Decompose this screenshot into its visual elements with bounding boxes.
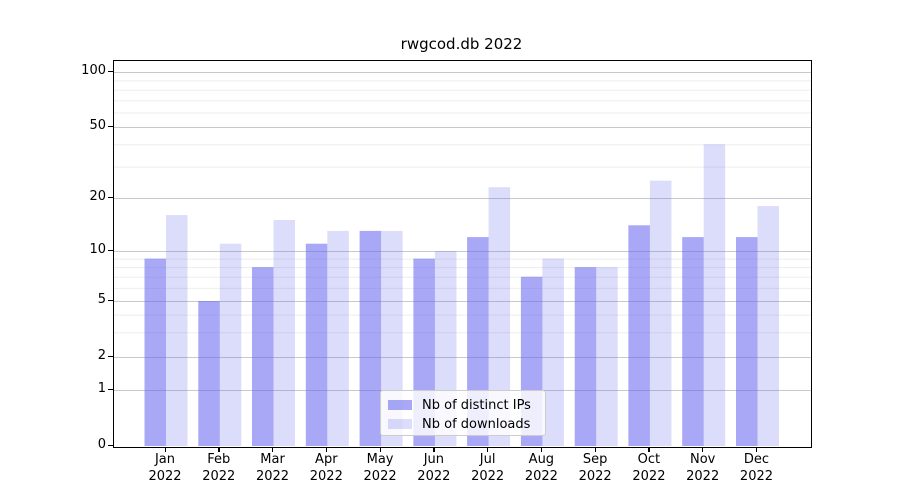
y-tick-label-20: 20 (89, 189, 106, 204)
y-tick-mark-20 (108, 196, 113, 198)
x-tick-mark-sep (594, 446, 596, 452)
x-tick-month: Feb (207, 452, 231, 467)
x-tick-year: 2022 (309, 469, 343, 484)
x-tick-year: 2022 (578, 469, 612, 484)
y-tick-label-0: 0 (97, 437, 106, 452)
x-tick-year: 2022 (417, 469, 451, 484)
y-tick-mark-50 (108, 125, 113, 127)
bar-distinct-ips-may (359, 230, 382, 446)
bar-downloads-dec (757, 206, 779, 446)
x-tick-mark-mar (272, 446, 274, 452)
bar-distinct-ips-nov (682, 237, 704, 446)
y-tick-label-1: 1 (97, 381, 106, 396)
x-tick-label-sep: Sep 2022 (563, 451, 627, 485)
x-tick-month: Nov (690, 452, 716, 467)
y-tick-mark-5 (108, 299, 113, 301)
bar-downloads-sep (596, 267, 618, 446)
bar-downloads-feb (219, 243, 242, 446)
y-tick-label-2: 2 (97, 348, 106, 363)
y-tick-label-5: 5 (97, 292, 106, 307)
bar-distinct-ips-apr (305, 243, 328, 446)
x-tick-label-jul: Jul 2022 (456, 451, 520, 485)
bar-downloads-mar (273, 220, 295, 446)
x-tick-label-nov: Nov 2022 (671, 451, 735, 485)
bar-distinct-ips-oct (628, 225, 650, 446)
x-tick-month: Jun (423, 452, 444, 467)
legend-box: Nb of distinct IPs Nb of downloads (380, 390, 546, 436)
bar-distinct-ips-feb (198, 301, 220, 446)
x-tick-year: 2022 (255, 469, 290, 484)
x-tick-year: 2022 (686, 469, 720, 484)
x-tick-month: Jul (479, 452, 496, 467)
bar-distinct-ips-sep (574, 267, 597, 446)
x-tick-year: 2022 (202, 469, 236, 484)
x-tick-month: Apr (315, 452, 338, 467)
legend-item-distinct-ips: Nb of distinct IPs (388, 396, 545, 414)
y-tick-mark-2 (108, 355, 113, 357)
y-tick-mark-1 (108, 388, 113, 390)
legend-swatch-distinct-ips (388, 400, 412, 410)
x-tick-mark-apr (325, 446, 328, 452)
x-tick-month: Oct (637, 452, 661, 467)
x-tick-mark-oct (648, 446, 650, 452)
x-tick-mark-nov (702, 446, 704, 452)
x-tick-month: Aug (528, 452, 555, 467)
x-tick-label-feb: Feb 2022 (187, 451, 251, 485)
x-tick-label-oct: Oct 2022 (617, 451, 681, 485)
chart-title: rwgcod.db 2022 (400, 35, 523, 53)
bar-distinct-ips-mar (252, 267, 274, 446)
y-tick-mark-0 (108, 444, 113, 446)
x-tick-label-mar: Mar 2022 (241, 451, 305, 485)
x-tick-year: 2022 (524, 469, 558, 484)
y-tick-label-100: 100 (81, 63, 106, 78)
x-tick-mark-jan (164, 446, 166, 452)
x-tick-mark-may (379, 446, 381, 452)
x-tick-label-dec: Dec 2022 (724, 451, 788, 485)
bar-downloads-oct (649, 180, 672, 446)
x-tick-year: 2022 (148, 469, 182, 484)
bar-downloads-apr (327, 230, 349, 446)
x-tick-label-aug: Aug 2022 (509, 451, 573, 485)
bar-downloads-jul (488, 187, 511, 446)
x-tick-month: Jan (154, 452, 176, 467)
y-tick-label-50: 50 (89, 118, 106, 133)
bar-downloads-aug (542, 258, 564, 446)
x-tick-mark-feb (218, 446, 220, 452)
x-tick-year: 2022 (471, 469, 505, 484)
x-tick-year: 2022 (632, 469, 666, 484)
legend-label-downloads: Nb of downloads (422, 416, 531, 432)
x-tick-mark-dec (755, 446, 758, 452)
legend-swatch-downloads (388, 419, 412, 429)
x-tick-mark-jun (433, 446, 435, 452)
x-tick-year: 2022 (363, 469, 397, 484)
x-tick-mark-aug (540, 446, 543, 452)
plot-area: Nb of distinct IPs Nb of downloads (113, 60, 812, 448)
x-tick-label-apr: Apr 2022 (294, 451, 358, 485)
x-tick-label-jun: Jun 2022 (402, 451, 466, 485)
bar-distinct-ips-dec (736, 237, 758, 446)
bar-downloads-jan (166, 215, 188, 446)
x-tick-month: Sep (582, 452, 608, 467)
y-tick-label-10: 10 (89, 242, 106, 257)
bar-downloads-nov (703, 144, 726, 447)
y-tick-mark-10 (108, 249, 113, 251)
x-tick-month: May (366, 452, 394, 467)
x-tick-mark-jul (487, 446, 489, 452)
x-tick-month: Dec (743, 452, 770, 467)
y-tick-mark-100 (108, 70, 113, 72)
legend-item-downloads: Nb of downloads (388, 415, 545, 433)
legend-label-distinct-ips: Nb of distinct IPs (422, 397, 531, 413)
bar-distinct-ips-jan (144, 258, 166, 446)
x-tick-month: Mar (260, 452, 285, 467)
x-tick-label-jan: Jan 2022 (133, 451, 197, 485)
x-tick-label-may: May 2022 (348, 451, 412, 485)
x-tick-year: 2022 (739, 469, 774, 484)
